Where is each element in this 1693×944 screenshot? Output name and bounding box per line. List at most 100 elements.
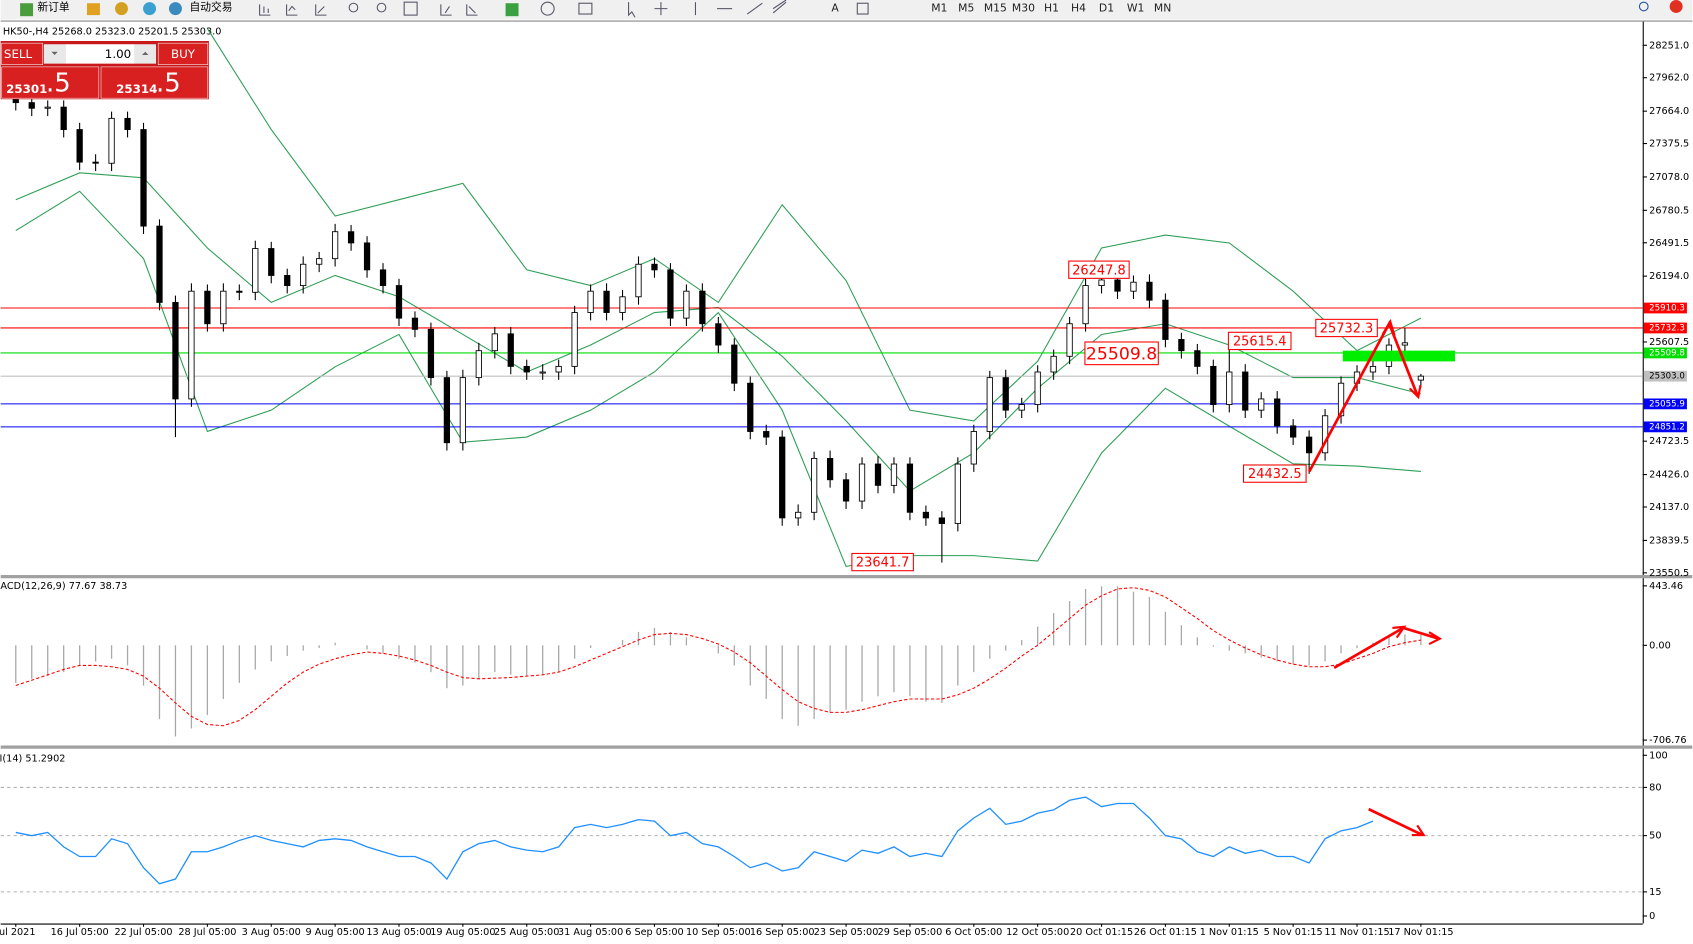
volume-input[interactable] xyxy=(65,44,135,64)
auto-trade-icon[interactable] xyxy=(168,2,182,16)
x-tick-label: 16 Sep 05:00 xyxy=(750,927,815,938)
cursor[interactable] xyxy=(628,2,636,18)
price-tag xyxy=(1643,322,1687,334)
x-tick-label: 23 Sep 05:00 xyxy=(814,927,879,938)
candle-body xyxy=(1194,350,1201,367)
signal-line xyxy=(15,587,1421,727)
timeframe-button[interactable]: W1 xyxy=(1127,2,1145,15)
timeframes: M1 M5 M15 M30 H1 H4 D1 W1 MN xyxy=(931,2,1171,15)
x-tick-label: 12 Oct 05:00 xyxy=(1006,927,1069,938)
panel-separator xyxy=(0,745,1693,749)
candle-body xyxy=(156,225,163,303)
buy-button[interactable] xyxy=(157,42,209,66)
timeframe-button[interactable]: M5 xyxy=(958,2,974,15)
y-tick-label: 26780.5 xyxy=(1649,205,1689,216)
candle-body xyxy=(411,317,419,330)
ask-price[interactable]: 25314 xyxy=(116,82,157,96)
x-tick-label: 9 Aug 05:00 xyxy=(306,927,365,938)
ask-box[interactable] xyxy=(100,66,209,99)
icon[interactable] xyxy=(403,1,418,16)
candle-body xyxy=(555,365,562,373)
crosshair[interactable] xyxy=(654,2,668,16)
candle-body xyxy=(922,511,930,519)
analysis-drawings xyxy=(1308,318,1455,837)
timeframe-button[interactable]: D1 xyxy=(1099,2,1114,15)
icon[interactable] xyxy=(115,2,128,16)
icon[interactable] xyxy=(143,2,157,16)
timeframe-button[interactable]: M30 xyxy=(1012,2,1035,15)
icon[interactable] xyxy=(440,4,452,16)
icon[interactable] xyxy=(315,4,327,16)
indicator-title: RSI(14) 51.2902 xyxy=(0,753,65,764)
search[interactable] xyxy=(1638,1,1649,12)
candle-body xyxy=(667,269,674,319)
timeframe-button[interactable]: M15 xyxy=(984,2,1007,15)
sell-button[interactable] xyxy=(1,42,44,66)
candle-body xyxy=(395,285,403,319)
candle-body xyxy=(1114,279,1121,292)
timeframe-button[interactable]: H1 xyxy=(1044,2,1059,15)
y-tick-label: 27962.0 xyxy=(1649,73,1689,84)
zoom-in[interactable] xyxy=(348,2,359,13)
price-tag-label: 25055.9 xyxy=(1649,399,1685,409)
buy-label[interactable]: BUY xyxy=(171,47,196,61)
ask-pips[interactable]: .5 xyxy=(156,69,181,99)
auto-trade-button[interactable]: 自动交易 xyxy=(189,1,232,14)
x-tick-label: 22 Jul 05:00 xyxy=(114,927,172,938)
candle-body xyxy=(1018,404,1025,411)
icon[interactable] xyxy=(259,4,271,16)
icon[interactable] xyxy=(578,2,593,15)
y-tick-label: 50 xyxy=(1649,831,1661,842)
arrow-head xyxy=(1411,824,1426,837)
text-tool[interactable]: A xyxy=(831,2,839,15)
bid-pips[interactable]: .5 xyxy=(46,69,71,99)
arrow-head xyxy=(1381,318,1396,336)
down-arrow xyxy=(51,51,58,56)
rsi-line xyxy=(15,796,1374,885)
volume-value[interactable]: 1.00 xyxy=(105,47,131,61)
candle-body xyxy=(300,263,307,287)
candle-body xyxy=(1162,299,1169,340)
x-tick-label: 11 Nov 01:15 xyxy=(1324,927,1389,938)
x-tick-label: 13 Aug 05:00 xyxy=(366,927,431,938)
new-order-icon[interactable] xyxy=(20,3,34,17)
candle-body xyxy=(507,333,514,367)
one-click-trading: SELL 1.00 BUY 25301 .5 25314 .5 xyxy=(0,40,209,100)
bollinger-lower xyxy=(15,190,1421,568)
price-tag xyxy=(1643,347,1687,359)
bid-box[interactable] xyxy=(1,66,100,99)
icon[interactable] xyxy=(286,4,298,16)
sell-label[interactable]: SELL xyxy=(4,47,33,61)
y-tick-label: 28251.0 xyxy=(1649,40,1689,51)
timeframe-button[interactable]: MN xyxy=(1154,2,1171,15)
icon[interactable] xyxy=(466,4,478,16)
icon[interactable] xyxy=(540,1,555,16)
candle-body xyxy=(284,275,291,287)
trendline[interactable] xyxy=(746,2,763,15)
x-tick-label: 26 Oct 01:15 xyxy=(1134,927,1197,938)
icon[interactable] xyxy=(86,3,100,16)
notification[interactable] xyxy=(1669,0,1683,13)
bollinger-upper xyxy=(206,28,1422,422)
candle-body xyxy=(363,242,371,271)
zoom-out[interactable] xyxy=(376,2,387,13)
label-tool[interactable] xyxy=(856,2,869,15)
candle-body xyxy=(699,290,706,325)
candle-body xyxy=(1305,436,1313,454)
new-order-button[interactable]: 新订单 xyxy=(37,1,70,14)
tool-icons xyxy=(259,0,1649,18)
x-tick-label: 6 Sep 05:00 xyxy=(625,927,684,938)
candle-body xyxy=(76,129,83,163)
y-tick-label: 24723.5 xyxy=(1649,436,1689,447)
arrow-head xyxy=(1408,384,1422,400)
x-tick-label: 29 Sep 05:00 xyxy=(878,927,943,938)
timeframe-button[interactable]: M1 xyxy=(931,2,947,15)
icon[interactable] xyxy=(505,3,519,17)
channel[interactable] xyxy=(772,0,787,14)
plot-area: HK50-,H4 25268.0 25323.0 25201.5 25303.0… xyxy=(0,26,1689,938)
annotation-box xyxy=(851,552,914,572)
timeframe-button[interactable]: H4 xyxy=(1071,2,1086,15)
bid-price[interactable]: 25301 xyxy=(6,82,47,96)
